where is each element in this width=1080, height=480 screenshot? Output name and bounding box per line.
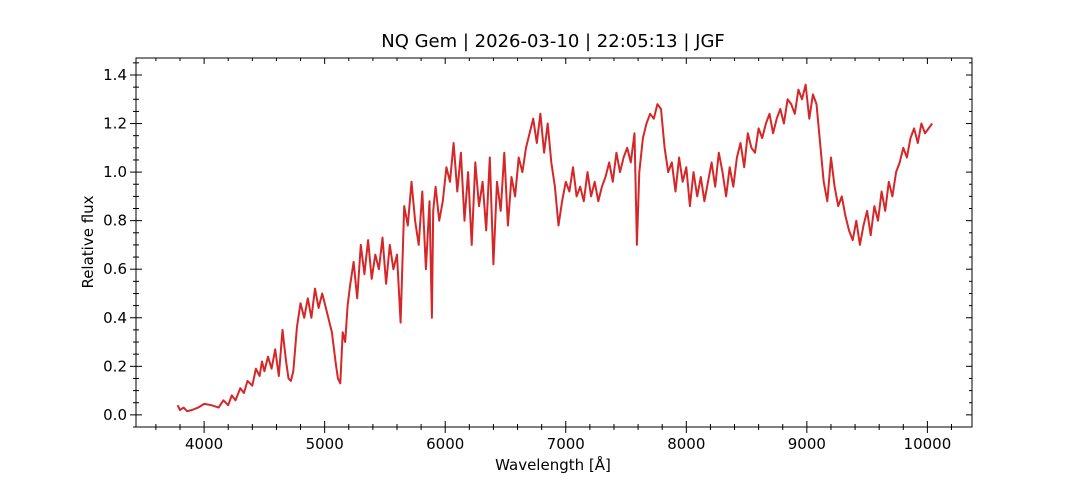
x-axis-label: Wavelength [Å] [495,455,611,474]
x-tick-label: 10000 [904,435,952,453]
x-tick-label: 9000 [788,435,826,453]
y-tick-label: 0.0 [103,406,127,424]
x-tick-label: 7000 [547,435,585,453]
y-tick-label: 1.4 [103,66,127,84]
x-tick-label: 8000 [667,435,705,453]
x-tick-label: 6000 [426,435,464,453]
y-tick-label: 0.8 [103,212,127,230]
plot-frame [135,57,973,428]
y-tick-label: 1.0 [103,163,127,181]
y-tick-label: 0.6 [103,260,127,278]
y-tick-label: 0.4 [103,309,127,327]
chart-title: NQ Gem | 2026-03-10 | 22:05:13 | JGF [381,31,725,52]
axes: 4000 5000 6000 7000 8000 9000 10000 0.0 0.2 0.4 0.… [103,57,973,453]
x-tick-label: 5000 [306,435,344,453]
x-tick-label: 4000 [185,435,223,453]
spectrum-line [176,83,934,413]
y-tick-label: 1.2 [103,115,127,133]
y-tick-label: 0.2 [103,357,127,375]
y-axis-label: Relative flux [79,195,97,288]
plot-area [176,83,934,413]
